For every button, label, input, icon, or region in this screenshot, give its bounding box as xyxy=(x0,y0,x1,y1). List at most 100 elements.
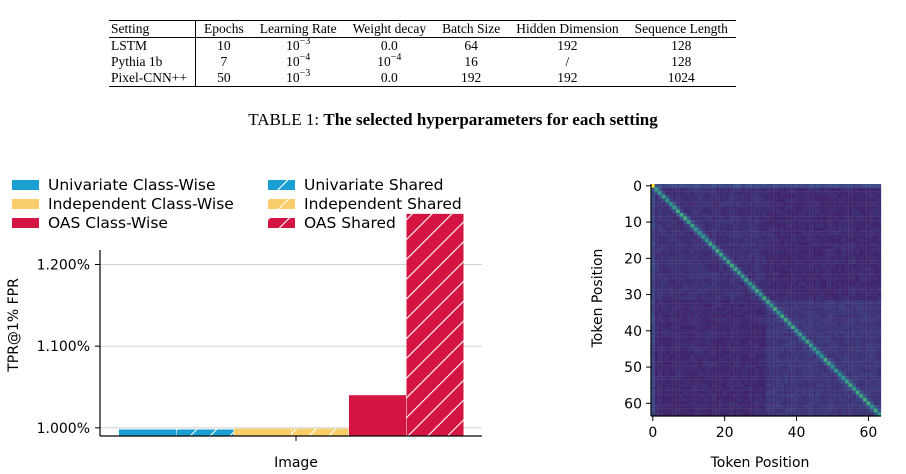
heatmap-cell xyxy=(722,314,727,319)
heatmap-cell xyxy=(794,209,799,214)
heatmap-cell xyxy=(769,368,774,373)
heatmap-cell xyxy=(668,289,673,293)
heatmap-cell xyxy=(748,412,752,417)
heatmap-cell xyxy=(848,358,853,362)
heatmap-cell xyxy=(701,242,706,246)
heatmap-cell xyxy=(855,307,860,312)
heatmap-cell xyxy=(855,379,860,384)
heatmap-cell xyxy=(751,292,756,297)
heatmap-cell xyxy=(805,397,810,402)
heatmap-cell xyxy=(708,263,713,268)
table-cell: 50 xyxy=(195,70,252,87)
heatmap-cell xyxy=(758,358,763,362)
heatmap-cell xyxy=(690,260,695,264)
heatmap-cell xyxy=(863,231,867,235)
heatmap-cell xyxy=(776,245,781,250)
heatmap-cell xyxy=(704,263,709,268)
heatmap-cell xyxy=(751,260,756,264)
heatmap-cell xyxy=(859,332,864,337)
heatmap-cell xyxy=(719,187,724,192)
heatmap-cell xyxy=(791,285,795,290)
heatmap-cell xyxy=(866,227,871,232)
heatmap-cell xyxy=(758,289,763,293)
heatmap-cell xyxy=(819,289,824,293)
heatmap-cell xyxy=(679,191,684,196)
heatmap-cell xyxy=(791,238,795,243)
heatmap-cell xyxy=(686,271,691,275)
heatmap-cell xyxy=(783,358,788,362)
heatmap-cell xyxy=(694,408,698,413)
heatmap-cell xyxy=(848,408,853,413)
heatmap-cell xyxy=(791,281,795,286)
heatmap-cell xyxy=(751,242,756,246)
heatmap-cell xyxy=(773,300,777,304)
heatmap-cell xyxy=(870,408,874,413)
heatmap-cell xyxy=(870,245,874,250)
heatmap-cell xyxy=(877,368,882,373)
heatmap-cell xyxy=(654,274,659,279)
heatmap-cell xyxy=(658,372,662,377)
heatmap-cell xyxy=(733,238,738,243)
heatmap-cell xyxy=(791,263,795,268)
heatmap-cell xyxy=(651,296,655,301)
heatmap-cell xyxy=(651,209,655,214)
heatmap-cell xyxy=(769,332,774,337)
heatmap-cell xyxy=(697,307,702,312)
heatmap-cell xyxy=(744,390,749,395)
heatmap-cell xyxy=(654,216,659,221)
heatmap-cell xyxy=(762,213,767,217)
heatmap-cell xyxy=(791,343,795,348)
heatmap-cell xyxy=(783,278,788,283)
heatmap-cell xyxy=(866,405,871,409)
heatmap-cell xyxy=(751,310,756,315)
heatmap-cell xyxy=(679,379,684,384)
heatmap-cell xyxy=(737,296,741,301)
heatmap-cell xyxy=(873,223,878,228)
heatmap-cell xyxy=(773,274,777,279)
heatmap-cell xyxy=(654,252,659,257)
heatmap-cell xyxy=(755,223,759,228)
heatmap-cell xyxy=(798,325,803,330)
heatmap-cell xyxy=(841,256,846,261)
heatmap-cell xyxy=(855,260,860,264)
heatmap-cell xyxy=(701,274,706,279)
heatmap-cell xyxy=(712,321,716,326)
heatmap-cell xyxy=(719,292,724,297)
heatmap-cell xyxy=(841,263,846,268)
heatmap-cell xyxy=(672,191,677,196)
heatmap-cell xyxy=(841,347,846,351)
heatmap-cell xyxy=(665,238,670,243)
heatmap-cell xyxy=(672,234,677,239)
heatmap-cell xyxy=(733,249,738,254)
heatmap-cell xyxy=(679,332,684,337)
heatmap-cell xyxy=(801,383,806,388)
heatmap-cell xyxy=(755,307,759,312)
heatmap-cell xyxy=(719,289,724,293)
heatmap-cell xyxy=(798,202,803,206)
heatmap-cell xyxy=(715,238,720,243)
heatmap-cell xyxy=(859,249,864,254)
heatmap-cell xyxy=(722,187,727,192)
heatmap-cell xyxy=(722,271,727,275)
heatmap-cell xyxy=(819,202,824,206)
heatmap-cell xyxy=(769,223,774,228)
heatmap-cell xyxy=(683,292,688,297)
heatmap-cell xyxy=(780,220,785,225)
heatmap-cell xyxy=(805,376,810,380)
heatmap-cell xyxy=(658,361,662,366)
heatmap-cell xyxy=(661,231,666,235)
heatmap-cell xyxy=(859,368,864,373)
wd-exp: −4 xyxy=(390,51,402,63)
heatmap-cell xyxy=(859,387,864,391)
heatmap-cell xyxy=(755,354,759,359)
heatmap-cell xyxy=(694,296,698,301)
heatmap-cell xyxy=(791,194,795,199)
heatmap-cell xyxy=(668,220,673,225)
heatmap-cell xyxy=(794,191,799,196)
heatmap-cell xyxy=(780,325,785,330)
heatmap-cell xyxy=(787,336,792,341)
heatmap-cell xyxy=(794,205,799,210)
heatmap-cell xyxy=(679,394,684,399)
heatmap-cell xyxy=(791,267,795,272)
heatmap-cell xyxy=(791,376,795,380)
